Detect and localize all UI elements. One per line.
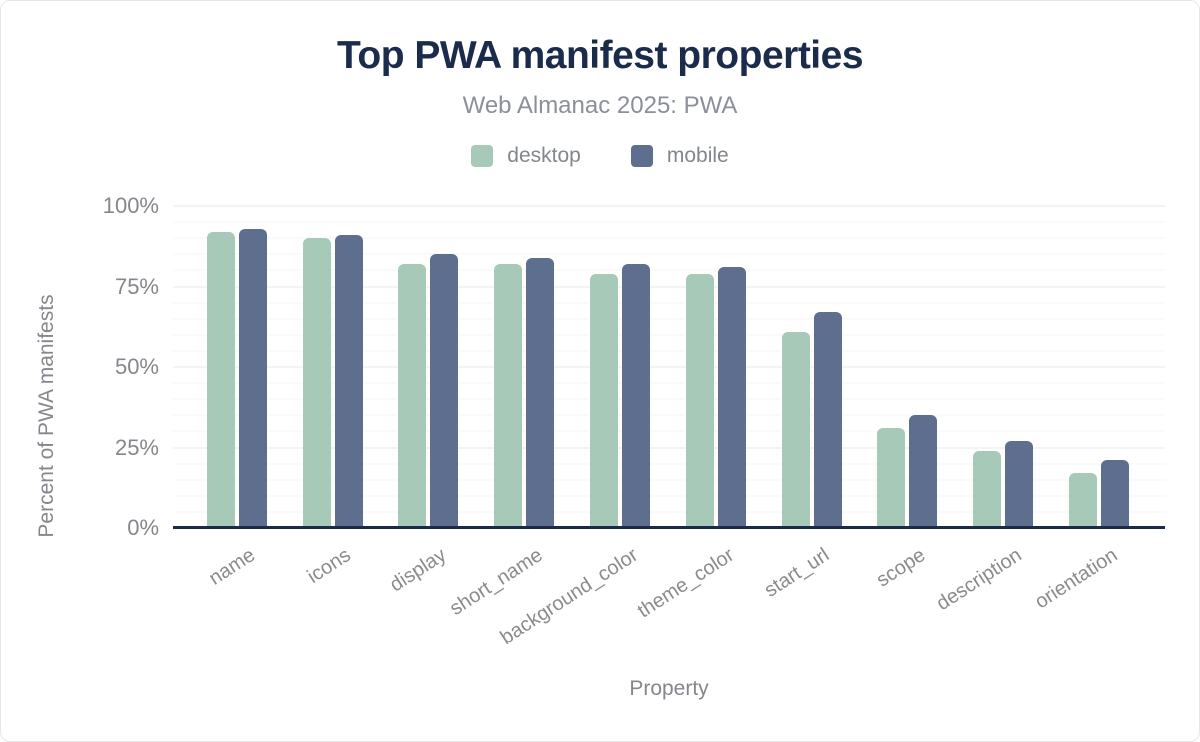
gridline-100	[173, 205, 1165, 207]
gridline-90	[173, 237, 1165, 239]
x-tick-label-icons: icons	[303, 544, 355, 588]
gridline-80	[173, 269, 1165, 271]
gridline-75	[173, 286, 1165, 287]
bar-desktop-background_color	[590, 273, 619, 528]
bar-mobile-icons	[334, 234, 363, 528]
chart-title: Top PWA manifest properties	[336, 34, 864, 77]
bar-group-theme_color: theme_color	[634, 206, 764, 622]
gridline-85	[173, 253, 1165, 255]
bar-mobile-short_name	[526, 257, 555, 528]
bar-mobile-background_color	[622, 263, 651, 528]
legend: desktop mobile	[1, 144, 1199, 168]
bar-desktop-display	[398, 263, 427, 528]
bar-group-name: name	[189, 206, 285, 590]
gridline-30	[173, 430, 1165, 432]
bar-mobile-start_url	[813, 312, 842, 528]
x-tick-label-theme_color: theme_color	[633, 544, 738, 623]
bar-group-short_name: short_name	[446, 206, 572, 620]
chart-subtitle: Web Almanac 2025: PWA	[462, 92, 738, 119]
y-tick-label-25: 25%	[114, 434, 159, 460]
x-tick-label-start_url: start_url	[761, 544, 834, 602]
gridline-65	[173, 318, 1165, 320]
y-tick-label-75: 75%	[114, 273, 159, 299]
gridline-95	[173, 221, 1165, 223]
bar-group-icons: icons	[285, 206, 381, 588]
gridline-55	[173, 350, 1165, 352]
gridline-10	[173, 495, 1165, 497]
legend-label-desktop: desktop	[507, 144, 581, 167]
gridline-50	[173, 366, 1165, 368]
bar-desktop-icons	[302, 238, 331, 528]
gridline-15	[173, 479, 1165, 481]
gridline-70	[173, 302, 1165, 304]
x-tick-label-orientation: orientation	[1030, 544, 1122, 614]
gridline-25	[173, 447, 1165, 448]
bar-desktop-scope	[877, 428, 906, 528]
gridline-60	[173, 334, 1165, 336]
bar-mobile-description	[1005, 441, 1034, 528]
legend-item-mobile: mobile	[630, 144, 729, 168]
bar-mobile-name	[238, 228, 267, 528]
x-tick-label-name: name	[204, 544, 259, 590]
bar-mobile-orientation	[1101, 460, 1130, 528]
bar-desktop-start_url	[781, 331, 810, 528]
plot-area: name icons display short_name background_col…	[103, 193, 1165, 649]
bar-desktop-short_name	[494, 263, 523, 528]
bars-row: name icons display short_name background_col…	[173, 206, 1165, 649]
bar-mobile-theme_color	[717, 267, 746, 528]
bar-group-display: display	[381, 206, 477, 596]
bar-group-start_url: start_url	[761, 206, 860, 602]
y-axis-title: Percent of PWA manifests	[35, 294, 58, 538]
legend-label-mobile: mobile	[666, 144, 729, 167]
bar-group-description: description	[932, 206, 1051, 615]
bar-group-scope: scope	[860, 206, 956, 592]
y-tick-label-100: 100%	[102, 193, 159, 218]
bar-desktop-orientation	[1069, 473, 1098, 528]
y-tick-label-50: 50%	[114, 354, 159, 379]
x-axis-line	[173, 526, 1165, 529]
bar-desktop-description	[973, 450, 1002, 528]
x-tick-label-display: display	[386, 544, 451, 597]
bar-group-background_color: background_color	[497, 206, 668, 649]
x-tick-label-description: description	[932, 544, 1026, 616]
bar-mobile-display	[430, 254, 459, 528]
legend-swatch-desktop	[471, 145, 494, 167]
bar-group-orientation: orientation	[1031, 206, 1147, 613]
gridline-20	[173, 463, 1165, 465]
bar-desktop-name	[206, 231, 235, 528]
legend-item-desktop: desktop	[471, 144, 581, 168]
x-axis-title: Property	[629, 677, 709, 700]
bar-desktop-theme_color	[685, 273, 714, 528]
x-tick-label-scope: scope	[872, 544, 930, 592]
gridline-40	[173, 398, 1165, 400]
bar-mobile-scope	[909, 415, 938, 528]
gridline-5	[173, 511, 1165, 513]
gridline-45	[173, 382, 1165, 384]
y-tick-label-0: 0%	[127, 515, 159, 540]
gridline-35	[173, 414, 1165, 416]
legend-swatch-mobile	[630, 145, 653, 167]
